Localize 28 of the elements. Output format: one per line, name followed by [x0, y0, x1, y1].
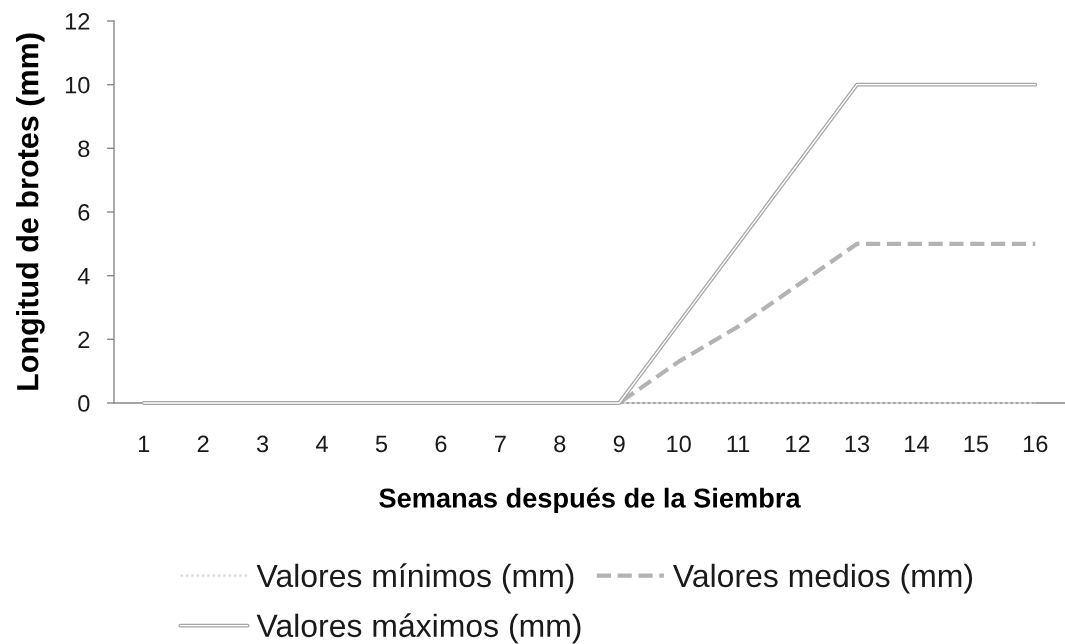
y-tick-label: 8	[78, 140, 90, 158]
x-tick-label: 12	[786, 435, 810, 453]
y-tick-label: 10	[65, 76, 90, 94]
legend-label: Valores máximos (mm)	[256, 613, 581, 644]
x-tick-label: 10	[667, 435, 691, 453]
x-tick-label: 16	[1023, 435, 1048, 453]
legend-label: Valores medios (mm)	[672, 563, 973, 594]
y-axis-title: Longitud de brotes (mm)	[16, 33, 45, 390]
x-tick-label: 2	[197, 435, 209, 453]
x-tick-label: 7	[494, 435, 506, 453]
x-tick-label: 6	[435, 435, 447, 453]
x-tick-label: 4	[316, 435, 328, 453]
x-axis-title: Semanas después de la Siembra	[379, 487, 801, 514]
y-tick-label: 12	[65, 13, 90, 30]
x-tick-label: 8	[554, 435, 566, 453]
x-tick-label: 13	[845, 435, 870, 453]
y-tick-label: 2	[78, 331, 90, 348]
x-tick-label: 15	[964, 435, 988, 453]
x-tick-label: 14	[905, 435, 929, 453]
y-tick-label: 4	[77, 267, 90, 285]
x-tick-label: 5	[375, 435, 388, 453]
legend-label: Valores mínimos (mm)	[256, 563, 574, 594]
x-tick-label: 1	[138, 435, 150, 453]
x-tick-label: 3	[256, 435, 269, 453]
y-tick-label: 0	[78, 395, 90, 412]
x-tick-label: 9	[613, 435, 625, 453]
y-tick-label: 6	[78, 204, 90, 221]
x-tick-label: 11	[727, 435, 750, 453]
